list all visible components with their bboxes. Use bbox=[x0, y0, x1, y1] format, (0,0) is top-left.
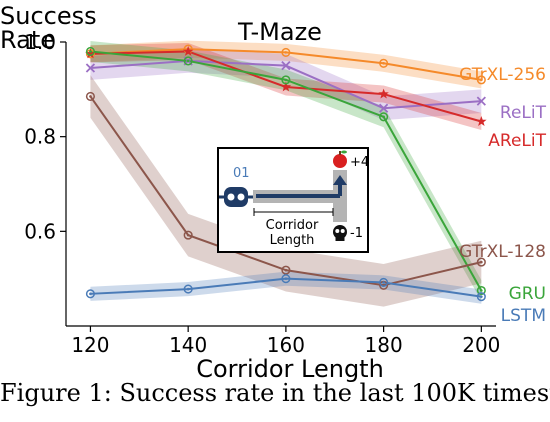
lstm-point-120 bbox=[85, 289, 95, 299]
robot-icon bbox=[219, 187, 253, 207]
x-tick-label-200: 200 bbox=[462, 333, 500, 357]
y-tick-label-0.8: 0.8 bbox=[24, 125, 56, 149]
inset-agent-id: 01 bbox=[233, 166, 250, 181]
legend-label-lstm: LSTM bbox=[501, 306, 546, 326]
arelit-point-180 bbox=[378, 88, 389, 99]
y-tick-label-0.6: 0.6 bbox=[24, 219, 56, 243]
x-ticks: 120 140 160 180 200 bbox=[71, 326, 500, 357]
gru-point-180 bbox=[379, 112, 389, 122]
gtrxl-128-point-120 bbox=[85, 91, 95, 101]
gtrxl-128-point-200 bbox=[476, 257, 486, 267]
arelit-point-120 bbox=[85, 48, 96, 59]
y-ticks: 0.6 0.8 1.0 bbox=[24, 30, 66, 243]
gru-point-120 bbox=[85, 46, 95, 57]
relit-point-120 bbox=[85, 63, 96, 73]
lstm-point-140 bbox=[183, 284, 193, 294]
relit-point-200 bbox=[476, 96, 486, 106]
chart-title: T-Maze bbox=[237, 18, 322, 46]
legend-label-gru: GRU bbox=[509, 284, 546, 304]
legend-label-gtrxl-128: GTrXL-128 bbox=[459, 242, 546, 262]
legend-label-gtrxl-256: GTrXL-256 bbox=[459, 65, 546, 85]
x-tick-label-120: 120 bbox=[71, 333, 109, 357]
gtrxl-128-point-140 bbox=[183, 230, 193, 240]
y-axis-title-line2: Rate bbox=[0, 26, 55, 54]
lstm-point-180 bbox=[379, 277, 389, 288]
reward-negative: -1 bbox=[350, 226, 363, 241]
lstm-band bbox=[90, 271, 482, 304]
corridor-label-line1: Corridor bbox=[266, 218, 319, 233]
lstm-point-160 bbox=[281, 274, 291, 284]
relit-point-180 bbox=[378, 103, 389, 113]
x-tick-label-160: 160 bbox=[267, 333, 305, 357]
corridor-label-line2: Length bbox=[270, 233, 315, 248]
relit-band bbox=[90, 49, 482, 121]
gru-point-200 bbox=[476, 285, 486, 296]
arelit-point-140 bbox=[182, 46, 194, 56]
gtrxl-256-point-160 bbox=[281, 47, 291, 57]
legend-label-arelit: AReLiT bbox=[488, 131, 546, 151]
reward-positive: +4 bbox=[350, 155, 369, 170]
series-markers bbox=[85, 44, 487, 302]
gru-point-160 bbox=[281, 75, 291, 85]
tmaze-inset: 01 +4 -1 Corridor Length bbox=[217, 147, 369, 253]
arelit-point-160 bbox=[280, 81, 292, 92]
lstm-point-200 bbox=[476, 292, 486, 302]
x-tick-label-180: 180 bbox=[365, 333, 403, 357]
relit-point-160 bbox=[281, 61, 291, 71]
figure-caption: Figure 1: Success rate in the last 100K … bbox=[0, 379, 550, 407]
arelit-point-200 bbox=[476, 116, 487, 126]
apple-icon bbox=[333, 150, 347, 168]
gru-point-140 bbox=[183, 56, 193, 66]
inline-legend: GTrXL-256 ReLiT AReLiT GRU GTrXL-128 LSTM bbox=[459, 65, 546, 326]
y-tick-label-1.0: 1.0 bbox=[24, 30, 56, 54]
x-tick-label-140: 140 bbox=[169, 333, 207, 357]
legend-label-relit: ReLiT bbox=[500, 103, 547, 123]
gtrxl-128-point-160 bbox=[281, 265, 291, 275]
y-axis-title-line1: Success bbox=[0, 2, 97, 30]
gtrxl-256-point-180 bbox=[379, 58, 389, 68]
arrow-up-icon bbox=[333, 175, 347, 185]
x-axis-title: Corridor Length bbox=[196, 355, 384, 383]
skull-icon bbox=[333, 225, 347, 241]
gtrxl-128-band bbox=[90, 75, 482, 307]
gtrxl-256-point-200 bbox=[476, 75, 486, 85]
